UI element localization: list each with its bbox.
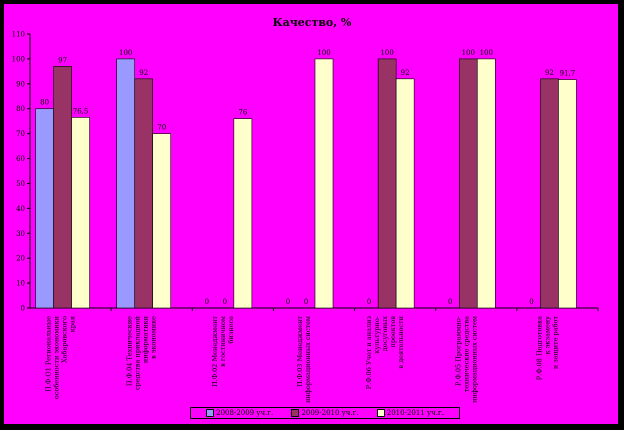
bar-s1-c4 xyxy=(377,58,397,309)
data-label-s1-c6: 92 xyxy=(545,69,554,77)
category-label-2: П.Ф.02 Менеджментв гостиничномбизнесе xyxy=(211,316,235,387)
bar-s2-c1 xyxy=(152,133,172,309)
data-label-s2-c5: 100 xyxy=(480,49,493,57)
legend-swatch-1 xyxy=(291,409,300,417)
data-label-s1-c3: 0 xyxy=(304,298,308,306)
data-label-s0-c1: 100 xyxy=(119,49,132,57)
bar-s1-c5 xyxy=(458,58,478,309)
legend-item-0: 2008-2009 уч.г. xyxy=(206,409,273,417)
legend-label-1: 2009-2010 уч.г. xyxy=(301,409,359,417)
y-tick-label-3: 30 xyxy=(16,230,25,238)
data-label-s0-c2: 0 xyxy=(205,298,209,306)
category-label-6: Р.Ф.08 Подготовкак экзаменуи защите рабо… xyxy=(535,316,559,381)
data-label-s1-c1: 92 xyxy=(139,69,148,77)
data-label-s2-c0: 76,5 xyxy=(73,107,89,115)
data-label-s1-c4: 100 xyxy=(380,49,393,57)
y-tick-label-1: 10 xyxy=(16,280,25,288)
y-tick-label-2: 20 xyxy=(16,255,25,263)
legend-swatch-2 xyxy=(376,409,385,417)
chart-panel xyxy=(4,4,618,424)
data-label-s0-c6: 0 xyxy=(529,298,533,306)
bar-s1-c0 xyxy=(53,66,72,309)
category-label-1: П.Ф.04 Техническиесредства прикладнойинф… xyxy=(126,316,158,390)
bar-s0-c0 xyxy=(35,108,54,309)
bar-s1-c6 xyxy=(540,78,559,309)
data-label-s1-c0: 97 xyxy=(58,56,67,64)
bar-s1-c1 xyxy=(134,78,154,309)
y-tick-label-8: 80 xyxy=(16,105,25,113)
data-label-s0-c4: 0 xyxy=(367,298,371,306)
bar-s2-c4 xyxy=(395,78,415,309)
data-label-s0-c0: 80 xyxy=(40,99,49,107)
chart-title: Качество, % xyxy=(273,16,352,29)
data-label-s0-c3: 0 xyxy=(286,298,290,306)
data-label-s2-c4: 92 xyxy=(401,69,410,77)
category-label-4: Р.Ф.06 Учет и анализкультурно-досуговыхп… xyxy=(365,316,405,390)
legend: 2008-2009 уч.г. 2009-2010 уч.г. 2010-201… xyxy=(190,407,460,419)
category-label-5: Р.Ф.05 Программно-технические средстваин… xyxy=(454,316,478,403)
y-tick-label-6: 60 xyxy=(16,155,25,163)
y-tick-label-0: 0 xyxy=(21,305,25,313)
category-label-0: П.Ф.О1 Региональныеособенности экономики… xyxy=(45,316,77,399)
bar-s2-c2 xyxy=(233,118,253,309)
y-tick-label-11: 110 xyxy=(12,31,25,39)
legend-label-2: 2010-2011 уч.г. xyxy=(386,409,444,417)
bar-s2-c6 xyxy=(558,79,577,309)
data-label-s2-c2: 76 xyxy=(238,109,247,117)
bar-s0-c1 xyxy=(116,58,136,309)
category-label-3: П.Ф.03 Менеджментинформационных систем xyxy=(296,316,312,403)
data-label-s2-c1: 70 xyxy=(157,124,166,132)
y-tick-label-4: 40 xyxy=(16,205,25,213)
legend-item-2: 2010-2011 уч.г. xyxy=(376,409,444,417)
y-tick-label-5: 50 xyxy=(16,180,25,188)
data-label-s0-c5: 0 xyxy=(448,298,452,306)
y-tick-label-10: 100 xyxy=(12,55,25,63)
y-tick-label-7: 70 xyxy=(16,130,25,138)
data-label-s2-c6: 91,7 xyxy=(560,70,576,78)
bar-s2-c5 xyxy=(476,58,496,309)
bar-s2-c0 xyxy=(71,117,90,309)
legend-item-1: 2009-2010 уч.г. xyxy=(291,409,359,417)
legend-label-0: 2008-2009 уч.г. xyxy=(216,409,274,417)
data-label-s2-c3: 100 xyxy=(317,49,330,57)
data-label-s1-c5: 100 xyxy=(462,49,475,57)
bar-s2-c3 xyxy=(314,58,334,309)
legend-swatch-0 xyxy=(206,409,215,417)
data-label-s1-c2: 0 xyxy=(223,298,227,306)
y-tick-label-9: 90 xyxy=(16,80,25,88)
